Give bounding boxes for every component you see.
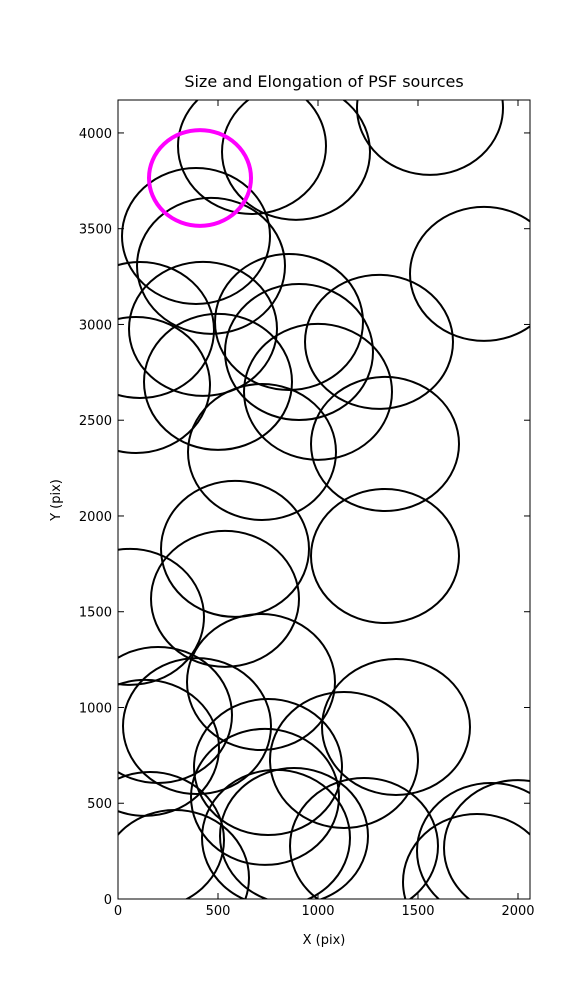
- source-ellipse: [150, 529, 300, 668]
- source-ellipse: [221, 100, 371, 221]
- y-tick-label: 3500: [79, 223, 112, 238]
- source-ellipse: [160, 479, 310, 618]
- chart-title: Size and Elongation of PSF sources: [184, 72, 463, 91]
- source-ellipse: [269, 690, 419, 829]
- x-axis-label: X (pix): [303, 933, 346, 948]
- y-tick-label: 0: [104, 893, 112, 908]
- source-ellipse: [136, 196, 286, 335]
- y-tick-label: 2000: [79, 510, 112, 525]
- axes-frame: [117, 99, 531, 900]
- x-tick-label: 1500: [401, 904, 434, 919]
- plot-area: [118, 100, 530, 899]
- source-ellipse: [122, 657, 272, 796]
- source-ellipse: [402, 812, 530, 899]
- x-tick-label: 1000: [301, 904, 334, 919]
- source-ellipse: [177, 100, 327, 215]
- y-tick-label: 3000: [79, 318, 112, 333]
- y-tick-label: 1000: [79, 701, 112, 716]
- source-ellipse: [118, 261, 215, 399]
- source-ellipse: [310, 487, 460, 625]
- source-ellipse: [187, 383, 337, 521]
- source-ellipse: [243, 322, 393, 461]
- x-tick-label: 2000: [501, 904, 534, 919]
- source-ellipse: [214, 252, 364, 391]
- source-ellipse: [321, 658, 471, 797]
- y-axis-label: Y (pix): [49, 479, 64, 522]
- source-ellipse: [118, 316, 211, 454]
- source-ellipse: [128, 260, 278, 397]
- source-ellipse: [186, 613, 336, 752]
- source-ellipse: [304, 273, 454, 410]
- source-ellipse: [143, 312, 293, 451]
- source-ellipse: [118, 808, 250, 899]
- source-ellipse: [310, 375, 460, 512]
- source-ellipse: [289, 776, 439, 899]
- source-ellipse: [443, 779, 530, 899]
- y-tick-label: 2500: [79, 414, 112, 429]
- source-ellipse: [416, 781, 530, 899]
- x-tick-label: 500: [206, 904, 231, 919]
- source-ellipse: [409, 205, 530, 342]
- y-tick-label: 500: [87, 797, 112, 812]
- x-tick-label: 0: [114, 904, 122, 919]
- source-ellipse: [193, 698, 343, 837]
- source-ellipse: [224, 283, 374, 422]
- source-ellipse: [219, 767, 369, 899]
- y-tick-label: 4000: [79, 127, 112, 142]
- source-ellipse: [147, 128, 253, 228]
- source-ellipse: [190, 727, 340, 866]
- y-tick-label: 1500: [79, 606, 112, 621]
- source-ellipse: [118, 547, 205, 686]
- source-ellipse: [118, 771, 225, 899]
- source-ellipse: [121, 166, 271, 305]
- source-ellipse: [356, 100, 504, 176]
